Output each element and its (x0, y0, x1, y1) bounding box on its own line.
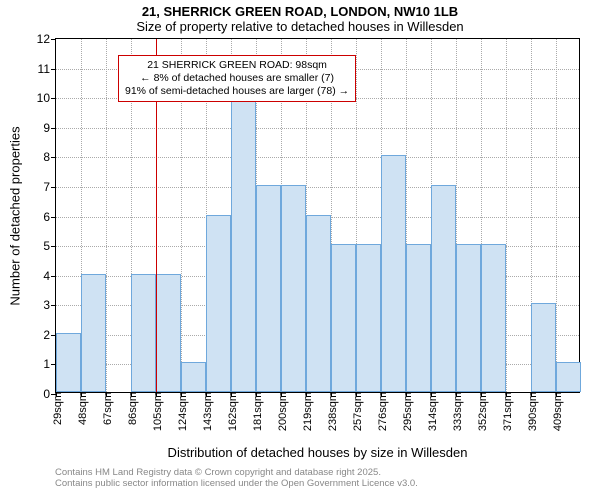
x-tick-mark (481, 392, 482, 397)
y-tick-mark (51, 305, 56, 306)
histogram-bar (456, 244, 481, 392)
x-tick-label: 314sqm (423, 392, 439, 431)
x-tick-mark (181, 392, 182, 397)
x-tick-label: 257sqm (348, 392, 364, 431)
x-tick-mark (281, 392, 282, 397)
marker-info-line: ← 8% of detached houses are smaller (7) (125, 72, 349, 85)
x-tick-mark (556, 392, 557, 397)
x-tick-label: 143sqm (198, 392, 214, 431)
x-tick-mark (356, 392, 357, 397)
x-tick-mark (306, 392, 307, 397)
x-tick-mark (56, 392, 57, 397)
histogram-bar (556, 362, 581, 392)
histogram-bar (281, 185, 306, 392)
y-axis-label: Number of detached properties (8, 126, 23, 305)
x-tick-label: 333sqm (448, 392, 464, 431)
histogram-bar (356, 244, 381, 392)
x-tick-mark (256, 392, 257, 397)
x-tick-label: 181sqm (248, 392, 264, 431)
x-tick-mark (431, 392, 432, 397)
x-axis-label: Distribution of detached houses by size … (168, 445, 468, 460)
x-tick-label: 219sqm (298, 392, 314, 431)
gridline-h (56, 128, 579, 129)
x-tick-label: 162sqm (223, 392, 239, 431)
x-tick-label: 276sqm (373, 392, 389, 431)
x-tick-label: 238sqm (323, 392, 339, 431)
histogram-bar (256, 185, 281, 392)
chart-title-line1: 21, SHERRICK GREEN ROAD, LONDON, NW10 1L… (0, 4, 600, 19)
chart-title-block: 21, SHERRICK GREEN ROAD, LONDON, NW10 1L… (0, 0, 600, 34)
y-tick-mark (51, 157, 56, 158)
y-tick-mark (51, 187, 56, 188)
x-tick-label: 390sqm (523, 392, 539, 431)
x-tick-label: 200sqm (273, 392, 289, 431)
gridline-v (106, 39, 107, 392)
x-tick-mark (81, 392, 82, 397)
attribution-footer: Contains HM Land Registry data © Crown c… (55, 467, 418, 490)
x-tick-label: 409sqm (548, 392, 564, 431)
marker-info-line: 21 SHERRICK GREEN ROAD: 98sqm (125, 59, 349, 72)
histogram-bar (331, 244, 356, 392)
x-tick-mark (231, 392, 232, 397)
x-tick-mark (331, 392, 332, 397)
histogram-bar (481, 244, 506, 392)
gridline-h (56, 187, 579, 188)
x-tick-mark (456, 392, 457, 397)
histogram-bar (206, 215, 231, 393)
y-tick-mark (51, 217, 56, 218)
y-tick-mark (51, 276, 56, 277)
y-tick-mark (51, 98, 56, 99)
x-tick-mark (381, 392, 382, 397)
x-tick-mark (406, 392, 407, 397)
histogram-bar (81, 274, 106, 392)
x-tick-mark (156, 392, 157, 397)
histogram-bar (56, 333, 81, 392)
histogram-bar (156, 274, 181, 392)
x-tick-mark (131, 392, 132, 397)
y-tick-mark (51, 128, 56, 129)
x-tick-label: 371sqm (498, 392, 514, 431)
chart-plot-area: 012345678910111229sqm48sqm67sqm86sqm105s… (55, 38, 580, 393)
gridline-v (556, 39, 557, 392)
histogram-bar (406, 244, 431, 392)
chart-title-line2: Size of property relative to detached ho… (0, 19, 600, 34)
gridline-h (56, 157, 579, 158)
histogram-bar (531, 303, 556, 392)
histogram-bar (231, 96, 256, 392)
x-tick-mark (206, 392, 207, 397)
y-tick-mark (51, 69, 56, 70)
histogram-bar (431, 185, 456, 392)
marker-info-line: 91% of semi-detached houses are larger (… (125, 85, 349, 98)
gridline-v (506, 39, 507, 392)
marker-info-box: 21 SHERRICK GREEN ROAD: 98sqm← 8% of det… (118, 55, 356, 102)
x-tick-label: 295sqm (398, 392, 414, 431)
y-tick-mark (51, 39, 56, 40)
y-tick-mark (51, 246, 56, 247)
x-tick-label: 352sqm (473, 392, 489, 431)
x-tick-mark (506, 392, 507, 397)
x-tick-mark (106, 392, 107, 397)
footer-line1: Contains HM Land Registry data © Crown c… (55, 467, 418, 478)
histogram-bar (181, 362, 206, 392)
x-tick-label: 124sqm (173, 392, 189, 431)
histogram-bar (131, 274, 156, 392)
footer-line2: Contains public sector information licen… (55, 478, 418, 489)
x-tick-mark (531, 392, 532, 397)
x-tick-label: 105sqm (148, 392, 164, 431)
histogram-bar (306, 215, 331, 393)
histogram-bar (381, 155, 406, 392)
